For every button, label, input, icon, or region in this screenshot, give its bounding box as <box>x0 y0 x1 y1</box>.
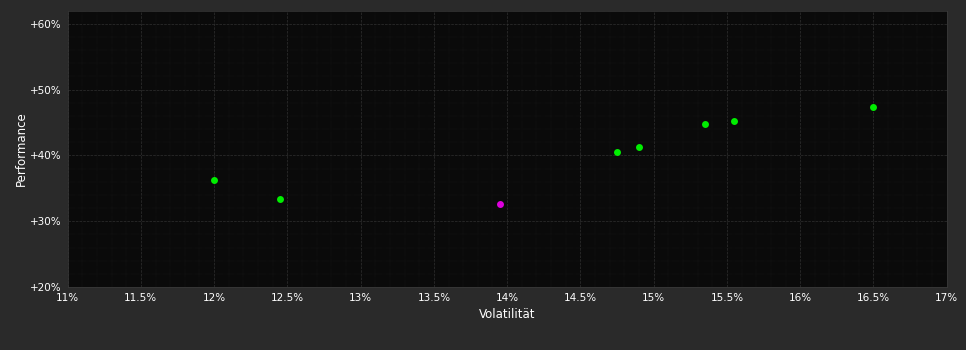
Y-axis label: Performance: Performance <box>14 111 28 186</box>
X-axis label: Volatilität: Volatilität <box>479 308 535 321</box>
